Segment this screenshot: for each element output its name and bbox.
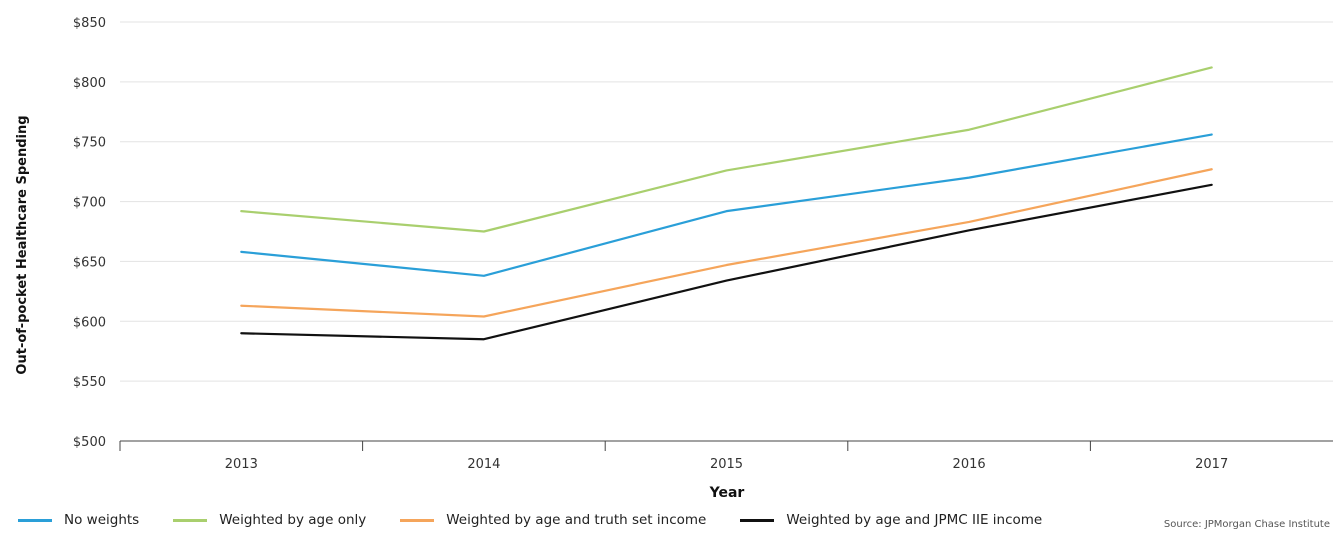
y-tick-label: $750 [73, 136, 106, 151]
source-note: Source: JPMorgan Chase Institute [1163, 519, 1330, 530]
legend-label: Weighted by age and JPMC IIE income [786, 512, 1043, 528]
y-axis-ticks: $500 $550 $600 $650 $700 $750 $800 $850 [73, 16, 106, 450]
legend-item-3: Weighted by age and truth set income [400, 512, 706, 528]
legend: No weights Weighted by age only Weighted b… [18, 512, 1076, 528]
x-tick-label: 2017 [1195, 457, 1228, 472]
y-tick-label: $500 [73, 435, 106, 450]
x-tick-label: 2016 [953, 457, 986, 472]
legend-item-4: Weighted by age and JPMC IIE income [740, 512, 1042, 528]
legend-label: Weighted by age and truth set income [446, 512, 707, 528]
legend-swatch [18, 518, 52, 522]
legend-swatch [173, 518, 208, 522]
legend-item-2: Weighted by age only [173, 512, 366, 528]
y-tick-label: $600 [73, 315, 106, 330]
x-axis: 2013 2014 2015 2016 2017 [119, 440, 1333, 472]
y-axis-label: Out-of-pocket Healthcare Spending [15, 115, 30, 374]
y-tick-label: $850 [73, 16, 106, 31]
series-line-1 [240, 133, 1213, 277]
legend-label: Weighted by age only [219, 512, 367, 528]
x-tick-label: 2013 [225, 457, 258, 472]
series-lines [240, 66, 1213, 341]
series-line-3 [240, 168, 1213, 318]
series-line-2 [240, 66, 1213, 233]
x-tick-label: 2014 [467, 457, 500, 472]
legend-swatch [400, 518, 435, 522]
legend-swatch [740, 518, 775, 522]
y-tick-label: $700 [73, 196, 106, 211]
gridlines [120, 21, 1333, 382]
legend-label: No weights [64, 512, 140, 528]
y-tick-label: $800 [73, 76, 106, 91]
x-tick-label: 2015 [710, 457, 743, 472]
x-axis-label: Year [709, 485, 745, 501]
series-line-4 [240, 183, 1213, 341]
line-chart: $500$550$600$650$700$750$800$850 2013 201… [15, 16, 1333, 501]
y-tick-label: $550 [73, 375, 106, 390]
y-tick-label: $650 [73, 255, 106, 270]
legend-item-1: No weights [18, 512, 139, 528]
